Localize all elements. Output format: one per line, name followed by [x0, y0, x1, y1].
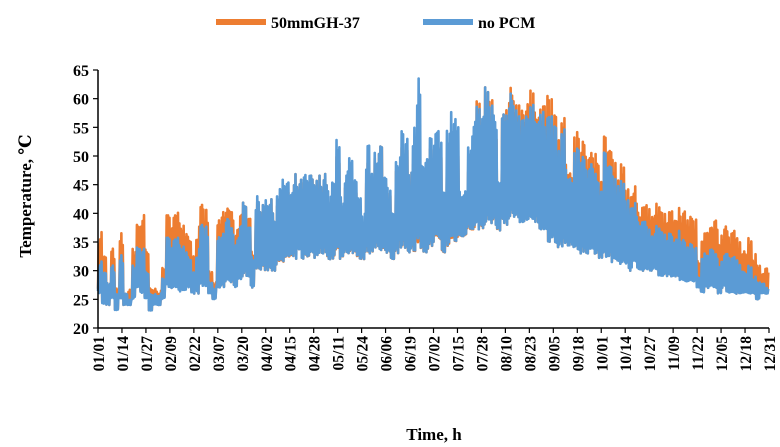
x-tick-label: 10/27: [642, 336, 659, 372]
x-tick-label: 04/15: [283, 336, 300, 372]
x-tick-label: 03/20: [235, 336, 252, 372]
x-tick-label: 08/10: [498, 336, 515, 372]
legend-label-50mmgh-37: 50mmGH-37: [271, 15, 360, 32]
x-tick-label: 09/05: [546, 336, 563, 372]
x-tick-label: 09/18: [570, 336, 587, 372]
y-tick-label: 35: [73, 235, 89, 252]
x-tick-label: 01/27: [139, 336, 156, 372]
y-tick-label: 45: [73, 178, 89, 195]
x-tick-label: 03/07: [211, 336, 228, 372]
x-axis-ticks: 01/01 01/14 01/27 02/09 02/22 03/07 03/20 04/02…: [91, 328, 779, 371]
x-tick-label: 12/05: [714, 336, 731, 372]
x-tick-label: 12/18: [738, 336, 755, 372]
y-tick-label: 30: [73, 264, 89, 281]
y-tick-label: 50: [73, 149, 89, 166]
x-tick-label: 07/02: [427, 336, 444, 372]
y-tick-label: 60: [73, 92, 89, 109]
y-tick-label: 65: [73, 63, 89, 80]
legend-label-no-pcm: no PCM: [478, 15, 535, 32]
x-tick-label: 04/28: [307, 336, 324, 372]
x-tick-label: 10/01: [594, 336, 611, 371]
x-tick-label: 11/22: [690, 336, 707, 371]
legend: 50mmGH-37 no PCM: [216, 15, 535, 32]
x-tick-label: 10/14: [618, 336, 635, 372]
x-tick-label: 08/23: [522, 336, 539, 372]
y-tick-label: 40: [73, 206, 89, 223]
x-tick-label: 07/15: [450, 336, 467, 372]
x-tick-label: 02/22: [187, 336, 204, 372]
y-tick-label: 55: [73, 120, 89, 137]
y-tick-label: 25: [73, 292, 89, 309]
x-tick-label: 01/14: [115, 336, 132, 372]
series-line-no-pcm: [96, 77, 770, 312]
x-tick-label: 12/31: [762, 336, 779, 371]
x-tick-label: 07/28: [474, 336, 491, 372]
x-tick-label: 04/02: [259, 336, 276, 372]
y-axis-title: Temperature, ℃: [16, 134, 35, 257]
x-tick-label: 06/19: [403, 336, 420, 372]
x-tick-label: 11/09: [666, 336, 683, 371]
x-axis-title: Time, h: [406, 425, 462, 444]
y-tick-label: 20: [73, 321, 89, 338]
y-axis-ticks: 20 25 30 35 40 45 50 55 60 65: [73, 63, 98, 338]
plot-area: [96, 77, 770, 312]
x-tick-label: 05/11: [331, 336, 348, 370]
x-tick-label: 01/01: [91, 336, 108, 371]
x-tick-label: 02/09: [163, 336, 180, 372]
x-tick-label: 05/24: [355, 336, 372, 372]
x-tick-label: 06/06: [379, 336, 396, 372]
